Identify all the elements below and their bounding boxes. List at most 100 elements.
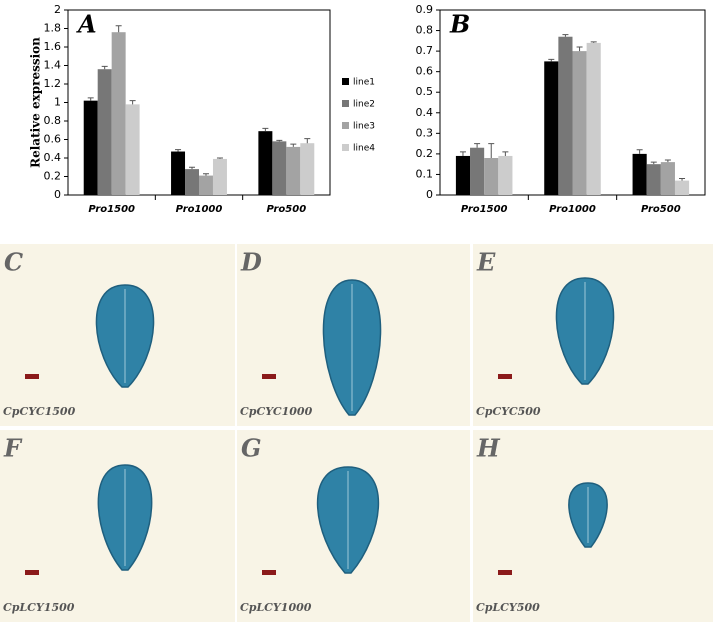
error-bar (488, 143, 495, 158)
y-tick-label: 1.2 (44, 77, 62, 90)
error-bar (175, 149, 182, 152)
scale-bar (498, 570, 512, 575)
error-bar (202, 173, 209, 176)
y-tick-label: 0.2 (416, 147, 434, 160)
bar (674, 180, 690, 195)
y-tick-label: 0.5 (416, 85, 434, 98)
bar (300, 143, 315, 195)
error-bar (304, 138, 311, 144)
y-tick-label: 0 (426, 188, 433, 201)
panel-letter: A (76, 10, 97, 39)
error-bar (664, 159, 671, 163)
error-bar (129, 100, 136, 105)
panel-letter: H (476, 434, 501, 463)
bar (484, 158, 499, 195)
y-tick-label: 0.4 (416, 106, 434, 119)
scale-bar (262, 374, 276, 379)
bar (286, 146, 301, 195)
scale-bar (498, 374, 512, 379)
bar (498, 155, 513, 195)
error-bar (576, 46, 583, 52)
panel-caption: CpCYC1000 (240, 405, 313, 418)
scale-bar (262, 570, 276, 575)
legend-swatch (342, 122, 349, 129)
y-tick-label: 0 (54, 188, 61, 201)
error-bar (459, 151, 466, 156)
bar (125, 104, 140, 195)
y-tick-label: 0.1 (416, 167, 434, 180)
scale-bar (25, 374, 39, 379)
panel-caption: CpLCY1500 (3, 601, 75, 614)
x-tick-label: Pro1000 (176, 204, 223, 215)
bar (572, 51, 587, 195)
bar (272, 141, 287, 195)
y-tick-label: 2 (54, 3, 61, 16)
error-bar (679, 178, 686, 181)
error-bar (101, 65, 108, 70)
y-tick-label: 0.6 (44, 133, 62, 146)
y-tick-label: 0.3 (416, 126, 434, 139)
legend-label: line1 (353, 78, 375, 88)
panel-caption: CpLCY500 (476, 601, 540, 614)
error-bar (216, 157, 223, 159)
y-axis-label: Relative expression (29, 37, 43, 168)
error-bar (115, 25, 122, 33)
x-tick-label: Pro1000 (549, 204, 596, 215)
error-bar (502, 151, 509, 156)
y-tick-label: 0.2 (44, 170, 62, 183)
error-bar (87, 97, 94, 101)
error-bar (189, 166, 196, 170)
bar (185, 169, 199, 195)
error-bar (290, 143, 297, 147)
bar (171, 151, 186, 195)
y-tick-label: 0.6 (416, 65, 434, 78)
panel-letter: E (476, 248, 496, 277)
panel-caption: CpCYC500 (476, 405, 541, 418)
error-bar (262, 127, 269, 132)
error-bar (650, 161, 657, 165)
bar (470, 147, 485, 195)
y-tick-label: 1.6 (44, 40, 62, 53)
legend-swatch (342, 144, 349, 151)
bar (646, 164, 661, 195)
panel-letter: F (3, 434, 23, 463)
error-bar (474, 143, 481, 148)
y-tick-label: 0.8 (44, 114, 62, 127)
panel-caption: CpCYC1500 (3, 405, 76, 418)
y-tick-label: 0.9 (416, 3, 434, 16)
bar (258, 131, 273, 195)
y-tick-label: 1.8 (44, 22, 62, 35)
error-bar (276, 139, 283, 142)
bar (111, 32, 126, 196)
bar (558, 36, 573, 195)
x-tick-label: Pro500 (266, 204, 306, 215)
legend-label: line2 (353, 100, 375, 110)
y-tick-label: 1 (54, 96, 61, 109)
bar (544, 61, 559, 196)
legend-label: line3 (353, 122, 375, 132)
legend-label: line4 (353, 144, 375, 154)
bar (212, 158, 227, 195)
panel-letter: B (449, 10, 470, 39)
bar (455, 155, 471, 195)
error-bar (636, 149, 643, 154)
y-tick-label: 1.4 (44, 59, 62, 72)
error-bar (590, 41, 597, 43)
bar (97, 69, 112, 195)
panel-letter: C (4, 248, 23, 277)
y-tick-label: 0.4 (44, 151, 62, 164)
y-tick-label: 0.7 (416, 44, 434, 57)
bar (199, 175, 213, 195)
bar (660, 162, 675, 195)
bar (632, 153, 647, 195)
legend-swatch (342, 78, 349, 85)
panel-letter: G (241, 434, 262, 463)
error-bar (548, 58, 555, 62)
bar (586, 42, 601, 196)
x-tick-label: Pro1500 (461, 204, 508, 215)
x-tick-label: Pro500 (641, 204, 681, 215)
error-bar (562, 34, 569, 37)
panel-caption: CpLCY1000 (240, 601, 312, 614)
panel-letter: D (240, 248, 262, 277)
